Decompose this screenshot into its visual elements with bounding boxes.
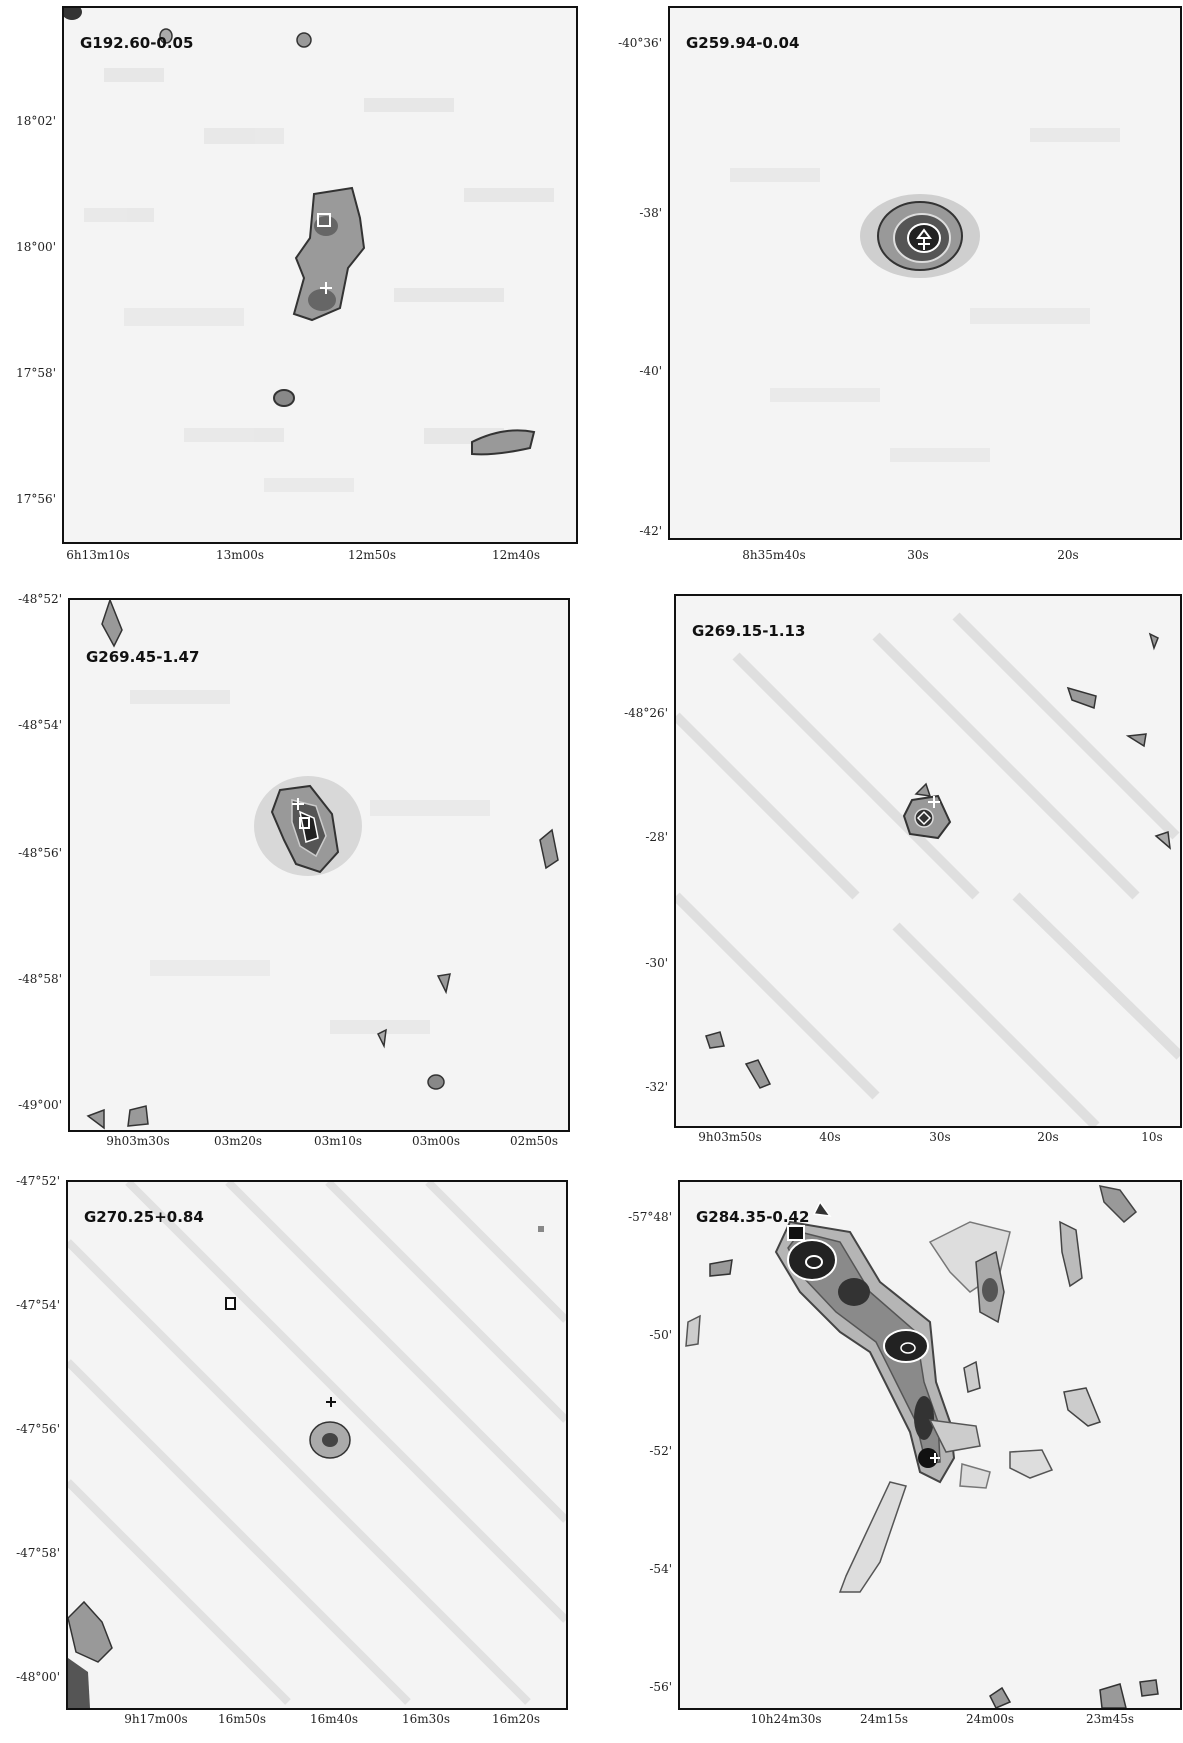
x-tick-label: 13m00s bbox=[215, 548, 265, 562]
panel-title: G269.45-1.47 bbox=[86, 648, 200, 666]
x-tick-label: 40s bbox=[819, 1130, 841, 1144]
x-tick-label: 24m00s bbox=[965, 1712, 1015, 1726]
y-tick-label: 18°02' bbox=[16, 114, 56, 128]
x-tick-label: 6h13m10s bbox=[66, 548, 130, 562]
y-tick-label: -47°58' bbox=[16, 1546, 60, 1560]
x-tick-label: 20s bbox=[1037, 1130, 1059, 1144]
y-tick-label: -48°56' bbox=[18, 846, 62, 860]
intensity-map-g284 bbox=[685, 1185, 1159, 1708]
intensity-map-g269-45 bbox=[86, 600, 559, 1130]
y-tick-label: 18°00' bbox=[16, 240, 56, 254]
y-tick-label: -47°56' bbox=[16, 1422, 60, 1436]
x-tick-label: 12m40s bbox=[491, 548, 541, 562]
y-tick-label: 17°58' bbox=[16, 366, 56, 380]
map-frame-g270: G270.25+0.84 bbox=[66, 1180, 568, 1710]
panel-title: G192.60-0.05 bbox=[80, 34, 194, 52]
intensity-map-g192 bbox=[64, 8, 554, 492]
y-tick-label: 17°56' bbox=[16, 492, 56, 506]
x-tick-label: 10h24m30s bbox=[750, 1712, 822, 1726]
x-tick-label: 30s bbox=[907, 548, 929, 562]
y-tick-label: -47°52' bbox=[16, 1174, 60, 1188]
x-tick-label: 24m15s bbox=[859, 1712, 909, 1726]
panel-title: G269.15-1.13 bbox=[692, 622, 806, 640]
map-frame-g192: G192.60-0.05 bbox=[62, 6, 578, 544]
panel-title: G284.35-0.42 bbox=[696, 1208, 810, 1226]
x-tick-label: 16m30s bbox=[401, 1712, 451, 1726]
x-tick-label: 16m50s bbox=[217, 1712, 267, 1726]
y-tick-label: -30' bbox=[645, 956, 668, 970]
x-tick-label: 30s bbox=[929, 1130, 951, 1144]
map-frame-g284: G284.35-0.42 bbox=[678, 1180, 1182, 1710]
x-tick-label: 9h17m00s bbox=[124, 1712, 188, 1726]
x-tick-label: 9h03m50s bbox=[698, 1130, 762, 1144]
intensity-map-g269-15 bbox=[676, 612, 1180, 1126]
y-tick-label: -47°54' bbox=[16, 1298, 60, 1312]
y-tick-label: -38' bbox=[639, 206, 662, 220]
x-tick-label: 03m20s bbox=[213, 1134, 263, 1148]
panel-title: G259.94-0.04 bbox=[686, 34, 800, 52]
y-tick-label: -57°48' bbox=[628, 1210, 672, 1224]
y-tick-label: -40°36' bbox=[618, 36, 662, 50]
y-tick-label: -32' bbox=[645, 1080, 668, 1094]
x-tick-label: 8h35m40s bbox=[742, 548, 806, 562]
y-tick-label: -48°00' bbox=[16, 1670, 60, 1684]
x-tick-label: 16m40s bbox=[309, 1712, 359, 1726]
x-tick-label: 02m50s bbox=[509, 1134, 559, 1148]
y-tick-label: -50' bbox=[649, 1328, 672, 1342]
x-tick-label: 16m20s bbox=[491, 1712, 541, 1726]
y-tick-label: -48°52' bbox=[18, 592, 62, 606]
y-tick-label: -54' bbox=[649, 1562, 672, 1576]
y-tick-label: -42' bbox=[639, 524, 662, 538]
map-frame-g259: G259.94-0.04 bbox=[668, 6, 1182, 540]
x-tick-label: 20s bbox=[1057, 548, 1079, 562]
y-tick-label: -48°54' bbox=[18, 718, 62, 732]
intensity-map-g270 bbox=[68, 1182, 566, 1708]
x-tick-label: 23m45s bbox=[1085, 1712, 1135, 1726]
x-tick-label: 03m00s bbox=[411, 1134, 461, 1148]
map-frame-g269-45: G269.45-1.47 bbox=[68, 598, 570, 1132]
panel-title: G270.25+0.84 bbox=[84, 1208, 204, 1226]
y-tick-label: -48°26' bbox=[624, 706, 668, 720]
y-tick-label: -40' bbox=[639, 364, 662, 378]
x-tick-label: 10s bbox=[1141, 1130, 1163, 1144]
y-tick-label: -52' bbox=[649, 1444, 672, 1458]
x-tick-label: 12m50s bbox=[347, 548, 397, 562]
y-tick-label: -28' bbox=[645, 830, 668, 844]
y-tick-label: -48°58' bbox=[18, 972, 62, 986]
intensity-map-g259 bbox=[730, 128, 1120, 462]
y-tick-label: -49°00' bbox=[18, 1098, 62, 1112]
x-tick-label: 03m10s bbox=[313, 1134, 363, 1148]
y-tick-label: -56' bbox=[649, 1680, 672, 1694]
x-tick-label: 9h03m30s bbox=[106, 1134, 170, 1148]
map-frame-g269-15: G269.15-1.13 bbox=[674, 594, 1182, 1128]
